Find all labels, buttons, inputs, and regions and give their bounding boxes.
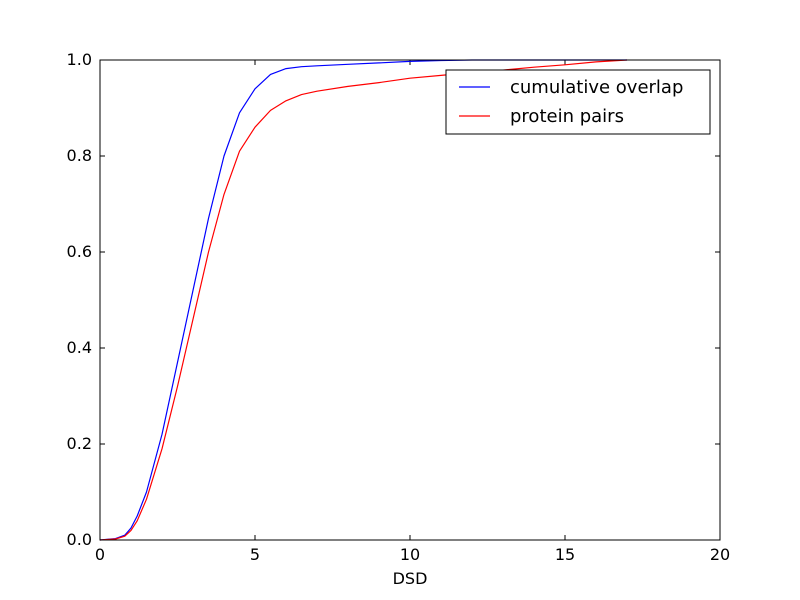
x-tick-label: 15 (555, 545, 575, 564)
y-tick-label: 1.0 (67, 50, 92, 69)
legend-label: protein pairs (510, 106, 624, 127)
x-tick-label: 20 (710, 545, 730, 564)
y-tick-label: 0.0 (67, 530, 92, 549)
y-tick-label: 0.6 (67, 242, 92, 261)
x-tick-label: 5 (250, 545, 260, 564)
legend-box (445, 69, 711, 135)
x-tick-label: 0 (95, 545, 105, 564)
y-tick-label: 0.4 (67, 338, 92, 357)
legend: cumulative overlap protein pairs (445, 69, 711, 135)
plot-area-frame (99, 59, 721, 541)
x-axis-label: DSD (393, 569, 428, 588)
legend-entries: cumulative overlap protein pairs (459, 77, 683, 127)
x-tick-label: 10 (400, 545, 420, 564)
y-tick-label: 0.2 (67, 434, 92, 453)
legend-label: cumulative overlap (510, 77, 683, 98)
axis-ticks: 0 5 10 15 20 0.0 0.2 0.4 0.6 0.8 1.0 (67, 50, 731, 564)
y-tick-label: 0.8 (67, 146, 92, 165)
